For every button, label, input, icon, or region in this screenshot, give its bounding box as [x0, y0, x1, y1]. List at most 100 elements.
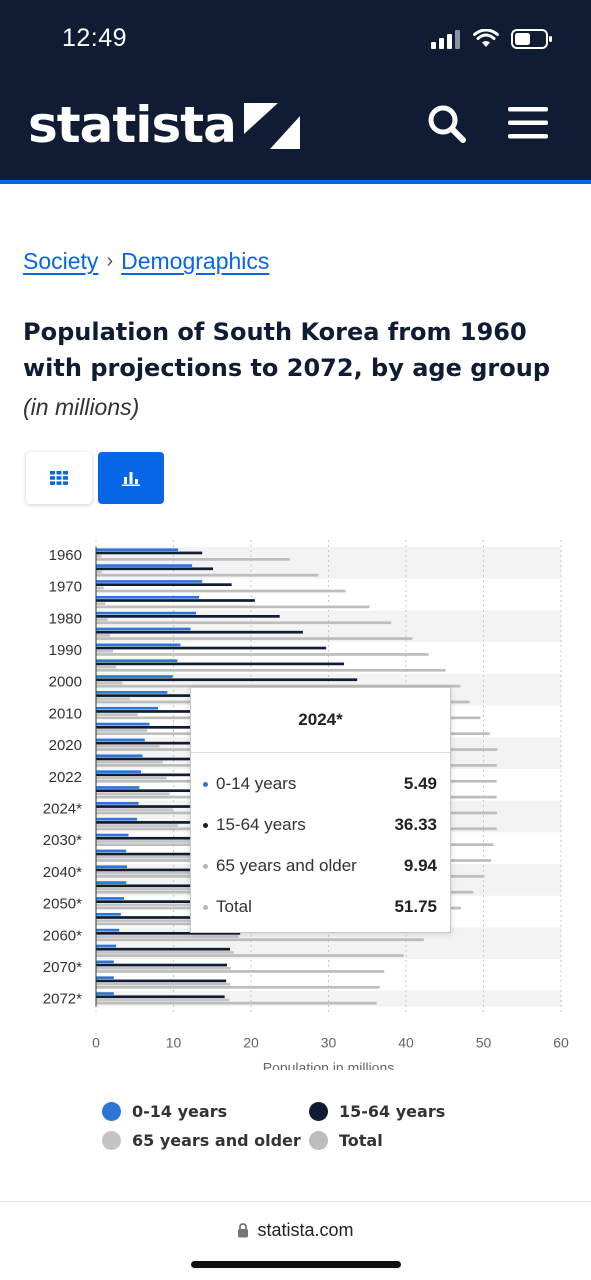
- y-tick-label: 2024*: [43, 801, 82, 818]
- y-tick-label: 2030*: [43, 832, 82, 849]
- x-tick-label: 50: [476, 1035, 492, 1051]
- x-tick-label: 0: [92, 1035, 100, 1051]
- bar-65-years-and-older: [96, 586, 104, 590]
- url-text: statista.com: [257, 1220, 354, 1240]
- tooltip-dot-15-64: [203, 822, 208, 828]
- tooltip-dot-0-14: [203, 781, 208, 787]
- chart-view-button[interactable]: [98, 452, 164, 504]
- bar-total: [96, 954, 404, 957]
- bar-total: [96, 970, 385, 973]
- x-tick-label: 60: [553, 1035, 569, 1051]
- legend-dot: [102, 1102, 121, 1121]
- bar-0-14-years: [96, 944, 117, 948]
- status-bar: 12:49: [0, 0, 591, 82]
- bar-65-years-and-older: [96, 824, 179, 827]
- bar-0-14-years: [96, 881, 127, 884]
- legend-dot: [309, 1131, 328, 1150]
- statista-logo[interactable]: statista: [28, 96, 300, 154]
- tooltip-label: 65 years and older: [216, 856, 357, 875]
- bar-total: [96, 637, 413, 640]
- signal-icon: [431, 30, 460, 49]
- bar-total: [96, 621, 392, 625]
- tooltip-value: 36.33: [394, 815, 437, 834]
- bar-15-64-years: [96, 678, 358, 682]
- bar-65-years-and-older: [96, 570, 103, 574]
- table-view-button[interactable]: [26, 452, 92, 504]
- bar-0-14-years: [96, 865, 127, 869]
- bar-15-64-years: [96, 662, 344, 666]
- page-title: Population of South Korea from 1960 with…: [23, 318, 551, 382]
- bar-65-years-and-older: [96, 760, 163, 764]
- bar-0-14-years: [96, 817, 138, 821]
- bar-0-14-years: [96, 833, 129, 837]
- bar-total: [96, 938, 424, 942]
- y-tick-label: 2050*: [43, 896, 82, 913]
- bar-0-14-years: [96, 564, 193, 567]
- bar-65-years-and-older: [96, 713, 138, 716]
- bar-total: [96, 668, 446, 672]
- breadcrumb-demographics-link[interactable]: Demographics: [121, 248, 270, 274]
- bar-0-14-years: [96, 706, 158, 710]
- bar-0-14-years: [96, 897, 124, 900]
- status-icons: [431, 28, 553, 50]
- bar-15-64-years: [96, 963, 227, 967]
- legend-item-total[interactable]: Total: [309, 1131, 383, 1150]
- bar-0-14-years: [96, 595, 200, 599]
- status-time: 12:49: [62, 24, 128, 52]
- bar-0-14-years: [96, 992, 114, 995]
- bar-15-64-years: [96, 567, 214, 571]
- bar-65-years-and-older: [96, 745, 160, 748]
- bar-15-64-years: [96, 646, 327, 650]
- bar-65-years-and-older: [96, 681, 123, 685]
- y-tick-label: 1970: [49, 579, 82, 596]
- legend-item-0-14[interactable]: 0-14 years: [102, 1102, 227, 1121]
- bar-65-years-and-older: [96, 840, 198, 843]
- bar-total: [96, 558, 290, 561]
- legend-label: 0-14 years: [132, 1102, 228, 1121]
- y-tick-label: 1980: [49, 610, 82, 627]
- bar-65-years-and-older: [96, 887, 240, 891]
- url-bar[interactable]: statista.com: [0, 1220, 591, 1241]
- bar-65-years-and-older: [96, 665, 117, 669]
- search-icon[interactable]: [427, 104, 467, 144]
- bar-0-14-years: [96, 580, 203, 583]
- x-tick-label: 20: [243, 1035, 259, 1051]
- bar-total: [96, 1001, 377, 1005]
- bar-0-14-years: [96, 976, 114, 980]
- y-tick-label: 2060*: [43, 927, 82, 944]
- legend-item-15-64[interactable]: 15-64 years: [309, 1102, 445, 1121]
- bar-0-14-years: [96, 722, 150, 726]
- tooltip-value: 9.94: [403, 856, 437, 875]
- bar-65-years-and-older: [96, 634, 110, 637]
- bar-0-14-years: [96, 754, 143, 758]
- breadcrumb-society-link[interactable]: Society: [23, 248, 99, 274]
- bar-65-years-and-older: [96, 935, 239, 938]
- y-tick-label: 1960: [49, 547, 82, 564]
- bar-total: [96, 653, 429, 656]
- bar-15-64-years: [96, 630, 303, 634]
- bar-65-years-and-older: [96, 792, 170, 796]
- lock-icon: [238, 1223, 249, 1238]
- menu-icon[interactable]: [508, 106, 548, 140]
- legend-label: Total: [339, 1131, 383, 1150]
- bar-15-64-years: [96, 615, 280, 618]
- x-axis-title: Population in millions: [263, 1060, 395, 1070]
- chart-tooltip: 2024* 0-14 years 5.49 15-64 years 36.33 …: [190, 687, 451, 933]
- legend-item-65[interactable]: 65 years and older: [102, 1131, 301, 1150]
- bar-65-years-and-older: [96, 871, 230, 875]
- tooltip-label: 15-64 years: [216, 815, 306, 834]
- table-grid-icon: [50, 471, 68, 485]
- home-indicator: [191, 1261, 401, 1268]
- bar-65-years-and-older: [96, 618, 108, 621]
- breadcrumb-separator: ›: [106, 250, 114, 272]
- bar-65-years-and-older: [96, 966, 231, 970]
- x-tick-label: 40: [398, 1035, 414, 1051]
- y-tick-label: 2010: [49, 705, 82, 722]
- view-toggle: [26, 452, 164, 504]
- bar-15-64-years: [96, 947, 231, 951]
- tooltip-label: Total: [216, 897, 252, 916]
- tooltip-title: 2024*: [191, 688, 450, 753]
- bar-0-14-years: [96, 849, 127, 853]
- bar-0-14-years: [96, 928, 120, 932]
- bar-65-years-and-older: [96, 649, 114, 653]
